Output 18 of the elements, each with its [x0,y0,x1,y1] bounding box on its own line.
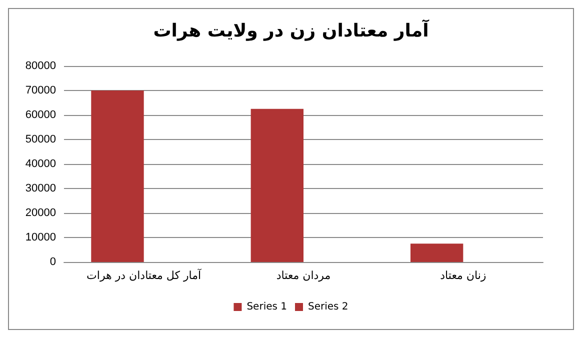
x-tick-label: آمار کل معتادان در هرات [86,268,202,282]
bar [250,108,304,262]
y-tick-label: 40000 [25,158,56,170]
y-tick-label: 0 [50,256,56,268]
y-tick-label: 10000 [25,232,56,244]
y-tick-label: 60000 [25,109,56,121]
x-tick-label: مردان معتاد [276,269,331,282]
bar [91,90,144,262]
chart-title: آمار معتادان زن در ولایت هرات [153,18,430,42]
x-tick-label: زنان معتاد [440,269,486,282]
y-tick-label: 20000 [25,207,56,219]
bar [410,244,464,262]
legend-label: Series 1 [246,302,288,312]
y-tick-label: 80000 [25,60,56,72]
y-tick-label: 30000 [25,182,56,194]
y-tick-label: 70000 [25,84,56,96]
legend-label: Series 2 [308,302,348,312]
y-tick-label: 50000 [25,134,56,146]
